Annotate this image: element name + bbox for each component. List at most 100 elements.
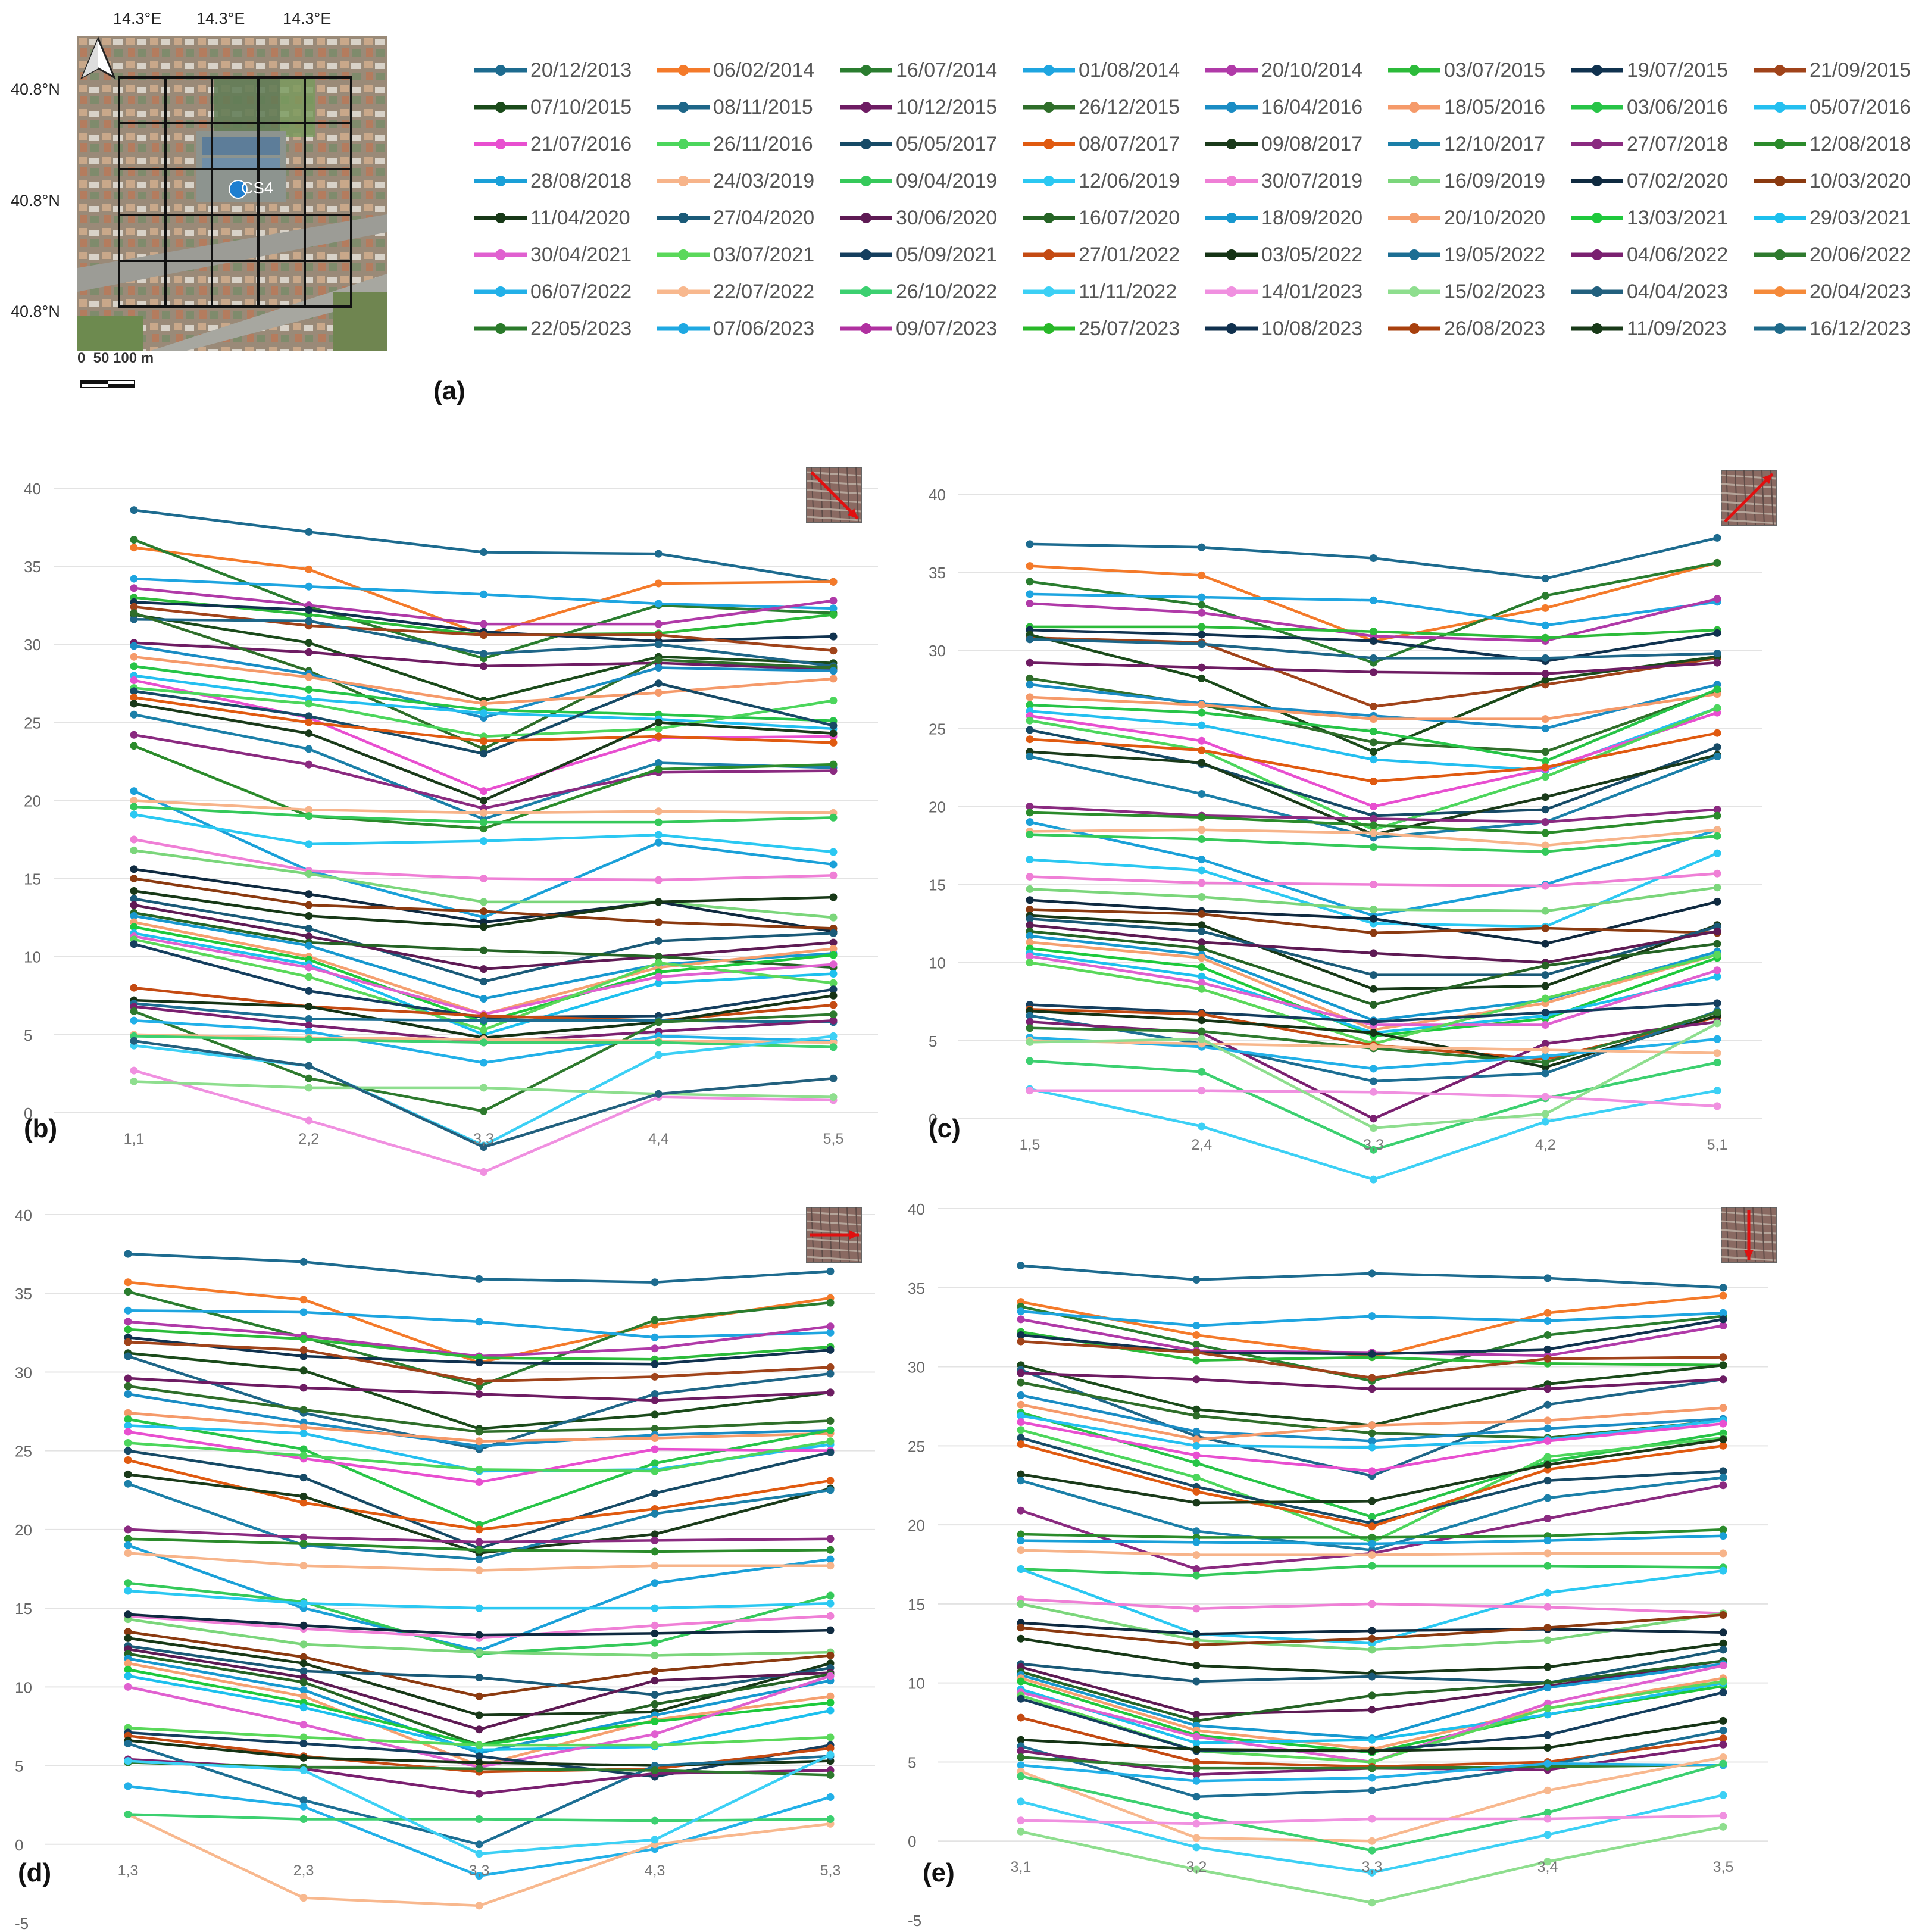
data-point — [1198, 1016, 1206, 1025]
legend-item: 05/09/2021 — [839, 239, 997, 270]
y-tick-label: 40 — [908, 1200, 925, 1218]
data-point — [124, 1579, 132, 1587]
data-point — [1541, 1058, 1549, 1066]
data-point — [124, 1318, 132, 1326]
data-point — [829, 597, 838, 605]
data-point — [826, 1591, 835, 1600]
y-tick-label: 5 — [15, 1758, 23, 1775]
legend-item: 04/04/2023 — [1570, 276, 1728, 307]
data-point — [130, 653, 138, 661]
data-point — [651, 1766, 659, 1774]
data-point — [130, 615, 138, 623]
data-point — [1719, 1375, 1727, 1384]
data-point — [654, 876, 662, 884]
data-point — [1368, 1562, 1376, 1570]
legend-item: 05/07/2016 — [1752, 92, 1911, 123]
data-point — [1719, 1532, 1727, 1540]
legend-item: 12/06/2019 — [1021, 166, 1180, 196]
data-point — [124, 1428, 132, 1436]
arrow-down-icon — [1721, 1207, 1777, 1263]
data-point — [651, 1344, 659, 1353]
data-point — [130, 506, 138, 514]
data-point — [1543, 1331, 1552, 1339]
data-point — [1198, 1027, 1206, 1035]
data-point — [1368, 1627, 1376, 1635]
arrow-up-right-icon — [1721, 470, 1777, 526]
data-point — [1198, 736, 1206, 745]
data-point — [1541, 748, 1549, 756]
data-point — [480, 631, 488, 639]
data-point — [651, 1467, 659, 1475]
data-point — [826, 1672, 835, 1680]
data-point — [829, 860, 838, 869]
data-point — [1017, 1816, 1025, 1825]
data-point — [1713, 533, 1721, 542]
data-point — [130, 912, 138, 920]
data-point — [829, 632, 838, 641]
data-point — [130, 895, 138, 903]
data-point — [1198, 623, 1206, 631]
data-point — [480, 787, 488, 795]
data-point — [480, 1038, 488, 1047]
data-point — [651, 1434, 659, 1443]
data-point — [826, 1771, 835, 1779]
data-point — [299, 1721, 308, 1729]
data-point — [480, 1107, 488, 1115]
legend-swatch — [1570, 249, 1624, 260]
data-point — [1370, 654, 1377, 662]
data-point — [651, 1691, 659, 1699]
data-point — [480, 662, 488, 670]
data-point — [480, 837, 488, 845]
data-point — [1026, 590, 1034, 598]
data-point — [305, 582, 313, 591]
data-point — [1541, 940, 1549, 948]
data-point — [475, 1758, 483, 1766]
data-point — [475, 1555, 483, 1563]
data-point — [1192, 1331, 1201, 1339]
legend-item: 22/05/2023 — [473, 313, 632, 344]
data-point — [1541, 1093, 1549, 1101]
data-point — [480, 1026, 488, 1034]
data-point — [1017, 1753, 1025, 1761]
y-tick-label: 10 — [15, 1678, 32, 1696]
scale-bar — [80, 380, 135, 388]
data-point — [1026, 1038, 1034, 1046]
legend-item: 09/04/2019 — [839, 166, 997, 196]
data-point — [1713, 849, 1721, 857]
data-point — [124, 1659, 132, 1668]
legend-item: 13/03/2021 — [1570, 202, 1728, 233]
data-point — [1192, 1733, 1201, 1741]
data-point — [299, 1445, 308, 1453]
data-point — [1543, 1684, 1552, 1692]
data-point — [1370, 596, 1377, 604]
data-point — [1198, 938, 1206, 947]
legend-label: 20/10/2020 — [1444, 206, 1546, 229]
legend-swatch — [1387, 286, 1442, 297]
data-point — [826, 1626, 835, 1634]
data-point — [654, 979, 662, 987]
data-point — [1368, 1443, 1376, 1452]
x-tick-label: 2,4 — [1191, 1137, 1212, 1153]
legend-swatch — [1752, 65, 1807, 76]
data-point — [299, 1335, 308, 1343]
legend-label: 10/08/2023 — [1261, 317, 1363, 340]
data-point — [1192, 1764, 1201, 1772]
data-point — [475, 1850, 483, 1858]
legend-label: 06/07/2022 — [530, 280, 632, 303]
data-point — [829, 951, 838, 959]
data-point — [1192, 1322, 1201, 1330]
data-point — [1541, 962, 1549, 970]
data-point — [130, 1077, 138, 1085]
data-point — [130, 687, 138, 695]
data-point — [124, 1374, 132, 1382]
data-point — [130, 731, 138, 739]
data-point — [130, 603, 138, 611]
data-point — [124, 1634, 132, 1642]
data-point — [1198, 826, 1206, 834]
data-point — [1368, 1600, 1376, 1608]
data-point — [1370, 1065, 1377, 1073]
data-point — [1017, 1761, 1025, 1769]
x-tick-label: 5,1 — [1707, 1137, 1728, 1153]
data-point — [124, 1338, 132, 1346]
data-point — [1713, 743, 1721, 751]
